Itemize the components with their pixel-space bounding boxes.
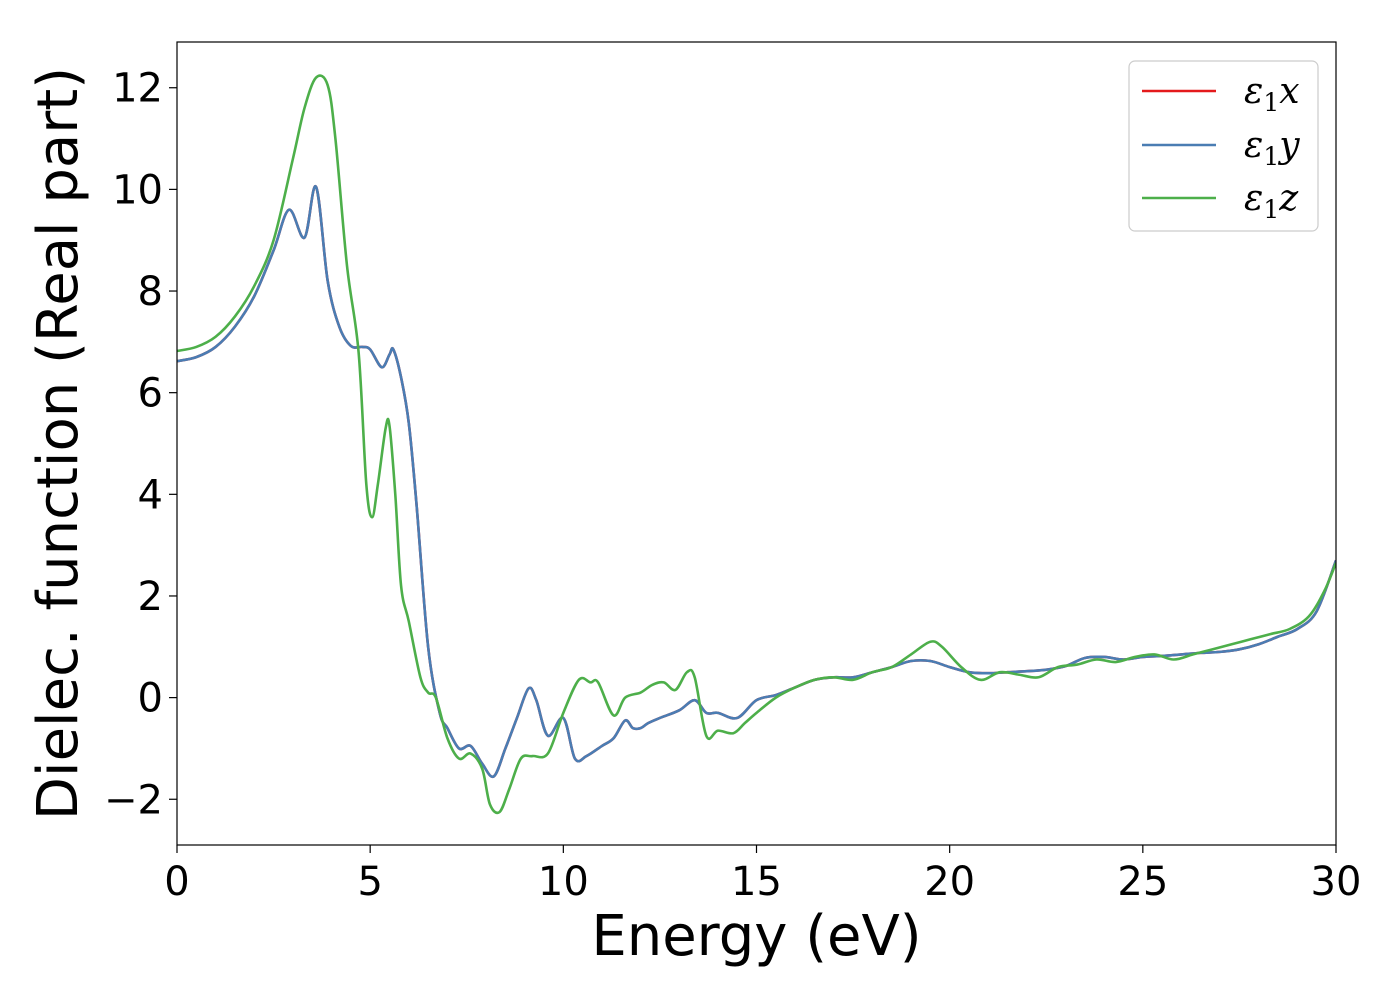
series-line-x	[177, 185, 1336, 779]
x-axis-title: Energy (eV)	[591, 904, 921, 969]
y-tick-label: 4	[138, 472, 163, 518]
y-tick-label: 6	[138, 371, 163, 417]
y-axis-title: Dielec. function (Real part)	[26, 67, 91, 820]
x-tick-label: 10	[538, 859, 589, 905]
y-tick-label: 12	[112, 66, 163, 112]
x-tick-label: 15	[731, 859, 782, 905]
legend-box	[1128, 60, 1319, 232]
x-axis: 0 5 10 15 20 25 30	[164, 845, 1361, 905]
y-tick-label: 0	[138, 676, 163, 722]
x-tick-label: 25	[1117, 859, 1168, 905]
y-tick-label: 10	[112, 167, 163, 213]
series-line-z	[177, 74, 1336, 815]
x-tick-label: 20	[924, 859, 975, 905]
x-tick-label: 0	[164, 859, 189, 905]
y-tick-label: 8	[138, 269, 163, 315]
series-line-y	[177, 185, 1336, 779]
y-tick-label: −2	[104, 777, 163, 823]
x-tick-label: 5	[357, 859, 382, 905]
series-layer	[177, 74, 1336, 815]
y-axis: −2 0 2 4 6 8 10 12	[104, 66, 177, 823]
legend-label-x: ε1x	[1244, 71, 1300, 117]
legend-label-y: ε1y	[1244, 125, 1300, 171]
y-tick-label: 2	[138, 574, 163, 620]
legend-label-z: ε1z	[1244, 178, 1299, 224]
legend: ε1x ε1y ε1z	[1128, 60, 1319, 232]
x-tick-label: 30	[1311, 859, 1362, 905]
